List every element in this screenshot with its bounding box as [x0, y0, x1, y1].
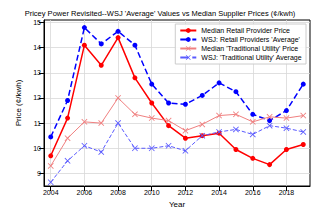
svg-text:2008: 2008: [110, 189, 126, 196]
svg-text:WSJ: Retail Providers 'Average: WSJ: Retail Providers 'Average': [201, 36, 300, 44]
svg-text:2004: 2004: [43, 189, 59, 196]
svg-text:14: 14: [33, 44, 41, 51]
svg-text:2016: 2016: [245, 189, 261, 196]
svg-text:Median Retail Provider Price: Median Retail Provider Price: [201, 27, 290, 34]
svg-text:2006: 2006: [77, 189, 93, 196]
svg-text:Price (¢/kwh): Price (¢/kwh): [14, 79, 23, 126]
svg-text:Pricey Power Revisited--WSJ 'A: Pricey Power Revisited--WSJ 'Average' Va…: [25, 9, 296, 18]
svg-text:2012: 2012: [178, 189, 194, 196]
svg-text:10: 10: [33, 145, 41, 152]
svg-text:2018: 2018: [279, 189, 295, 196]
svg-text:9: 9: [37, 170, 41, 177]
svg-text:2014: 2014: [211, 189, 227, 196]
svg-text:11: 11: [34, 120, 41, 127]
svg-text:15: 15: [33, 19, 41, 26]
svg-text:13: 13: [33, 69, 41, 76]
svg-text:Year: Year: [169, 200, 186, 209]
svg-text:2010: 2010: [144, 189, 160, 196]
svg-text:Median 'Traditional Utility' P: Median 'Traditional Utility' Price: [201, 45, 298, 53]
svg-text:WSJ: 'Traditional Utility' Ave: WSJ: 'Traditional Utility' Average: [201, 54, 301, 62]
svg-text:12: 12: [33, 94, 41, 101]
